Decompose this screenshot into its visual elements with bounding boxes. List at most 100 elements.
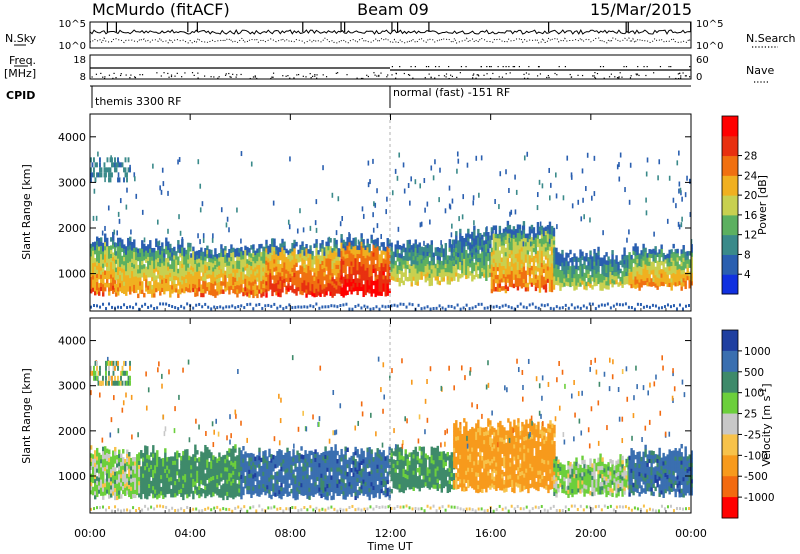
echo-cell xyxy=(184,477,187,483)
echo-cell xyxy=(430,268,433,274)
echo-cell xyxy=(260,473,263,479)
echo-cell xyxy=(301,266,304,271)
echo-cell xyxy=(139,272,142,278)
echo-cell xyxy=(198,278,201,284)
echo-cell xyxy=(234,472,237,478)
echo-cell xyxy=(197,233,199,239)
echo-cell xyxy=(512,283,516,289)
echo-cell xyxy=(341,215,344,221)
echo-cell xyxy=(342,260,345,265)
nave-dot xyxy=(448,66,450,68)
echo-cell xyxy=(494,286,498,292)
echo-cell xyxy=(248,461,251,466)
echo-cell xyxy=(196,287,199,293)
echo-cell xyxy=(348,250,351,255)
echo-cell xyxy=(137,281,140,286)
echo-cell xyxy=(323,251,326,256)
echo-cell xyxy=(206,491,209,497)
echo-cell xyxy=(218,252,221,258)
echo-cell xyxy=(690,248,693,253)
echo-cell xyxy=(167,278,170,283)
echo-cell xyxy=(625,267,628,272)
echo-cell xyxy=(524,270,528,276)
echo-cell xyxy=(228,464,231,469)
echo-cell xyxy=(279,243,282,248)
echo-cell xyxy=(117,237,120,243)
echo-cell xyxy=(236,280,239,286)
echo-cell xyxy=(159,302,162,306)
echo-cell xyxy=(228,227,230,233)
echo-cell xyxy=(532,268,536,273)
echo-cell xyxy=(149,240,152,245)
echo-cell xyxy=(325,290,328,296)
echo-cell xyxy=(319,255,322,261)
echo-cell xyxy=(109,177,112,183)
echo-cell xyxy=(448,255,451,261)
echo-cell xyxy=(260,276,263,282)
echo-cell xyxy=(122,485,125,491)
echo-cell xyxy=(111,162,113,168)
nave-dot xyxy=(289,77,291,79)
echo-cell xyxy=(544,275,548,281)
echo-cell xyxy=(438,256,441,261)
echo-cell xyxy=(364,249,367,255)
echo-cell xyxy=(271,242,274,247)
echo-cell xyxy=(230,477,233,482)
echo-cell xyxy=(424,249,427,254)
echo-cell xyxy=(289,261,292,266)
echo-cell xyxy=(616,164,619,170)
echo-cell xyxy=(106,452,109,458)
echo-cell xyxy=(354,305,357,309)
echo-cell xyxy=(402,260,405,265)
echo-cell xyxy=(262,250,265,256)
echo-cell xyxy=(406,260,409,266)
echo-cell xyxy=(148,475,151,480)
echo-cell xyxy=(672,304,675,308)
echo-cell xyxy=(510,245,514,251)
echo-cell xyxy=(181,237,184,243)
echo-cell xyxy=(104,177,106,183)
nave-dot xyxy=(139,74,141,76)
echo-cell xyxy=(528,247,532,252)
echo-cell xyxy=(666,282,669,287)
echo-cell xyxy=(455,247,458,253)
echo-cell xyxy=(666,270,669,275)
echo-cell xyxy=(138,484,141,490)
echo-cell xyxy=(202,476,205,482)
echo-cell xyxy=(222,467,225,472)
echo-cell xyxy=(438,247,441,253)
echo-cell xyxy=(642,268,645,273)
echo-cell xyxy=(248,457,251,462)
echo-cell xyxy=(121,162,124,168)
echo-cell xyxy=(438,260,441,265)
echo-cell xyxy=(524,245,528,251)
echo-cell xyxy=(104,458,107,463)
echo-cell xyxy=(198,262,201,267)
echo-cell xyxy=(658,273,661,279)
nave-dot xyxy=(638,74,640,77)
echo-cell xyxy=(122,469,125,474)
echo-cell xyxy=(269,252,272,257)
echo-cell xyxy=(228,480,231,486)
echo-cell xyxy=(258,484,261,489)
echo-cell xyxy=(360,278,363,283)
echo-cell xyxy=(161,275,164,280)
echo-cell xyxy=(689,212,692,218)
echo-cell xyxy=(317,282,320,288)
echo-cell xyxy=(96,447,99,453)
echo-cell xyxy=(307,265,310,271)
echo-cell xyxy=(378,246,381,251)
echo-cell xyxy=(617,274,620,279)
echo-cell xyxy=(469,258,472,264)
echo-cell xyxy=(275,253,278,259)
echo-cell xyxy=(216,470,219,476)
echo-cell xyxy=(114,483,117,488)
echo-cell xyxy=(260,490,263,495)
echo-cell xyxy=(672,268,675,274)
nave-dot xyxy=(141,74,144,76)
echo-cell xyxy=(518,277,522,283)
echo-cell xyxy=(92,262,95,268)
echo-cell xyxy=(128,480,131,485)
echo-cell xyxy=(644,247,647,253)
